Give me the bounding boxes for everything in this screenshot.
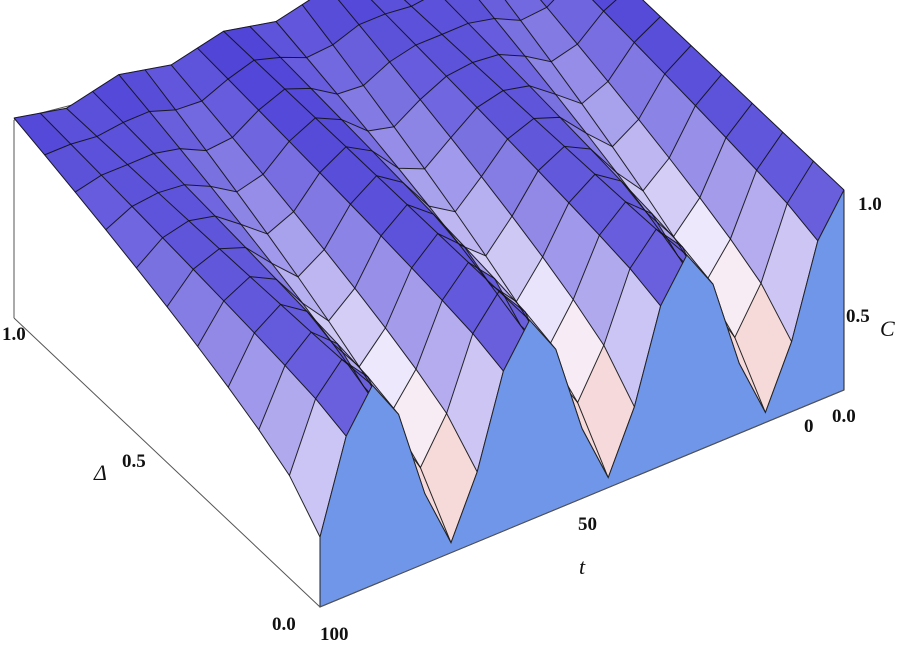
- delta-tick-0: 0.0: [272, 614, 296, 635]
- mesh-line-t: [370, 0, 661, 307]
- delta-axis-ticks: 1.0 0.5 0.0 Δ: [2, 324, 296, 635]
- c-axis-ticks: 1.0 0.5 0.0 C: [832, 194, 895, 427]
- mesh-layer: [13, 0, 845, 608]
- box-edge-front-left: [13, 317, 321, 608]
- mesh-line-t: [403, 0, 688, 256]
- mesh-line-t: [642, 0, 845, 191]
- mesh-line-t: [223, 30, 530, 321]
- mesh-line-t: [197, 47, 504, 372]
- mesh-line-t: [444, 0, 714, 285]
- surface-patch: [540, 0, 555, 8]
- mesh-line-t: [337, 0, 635, 408]
- mesh-line-t: [39, 112, 347, 437]
- mesh-line-t: [170, 64, 478, 473]
- mesh-line-t: [66, 107, 373, 386]
- mesh-line-t: [13, 117, 321, 538]
- t-tick-0: 0: [804, 416, 814, 437]
- t-axis-label: t: [579, 554, 586, 579]
- t-axis-ticks: 0 50 100 t: [320, 416, 814, 645]
- c-tick-1: 1.0: [858, 194, 882, 215]
- c-tick-0: 0.0: [832, 406, 856, 427]
- mesh-line-t: [540, 0, 793, 342]
- delta-axis-label: Δ: [93, 460, 107, 485]
- box-edge-front-bottom: [319, 389, 845, 608]
- mesh-line-t: [92, 91, 399, 415]
- delta-tick-05: 0.5: [122, 451, 146, 472]
- mesh-line-t: [592, 0, 819, 242]
- delta-tick-1: 1.0: [2, 324, 26, 345]
- t-tick-100: 100: [320, 624, 349, 645]
- front-cross-section: [319, 189, 845, 608]
- c-tick-05: 0.5: [846, 306, 870, 327]
- c-axis-label: C: [880, 316, 895, 341]
- t-tick-50: 50: [578, 514, 597, 535]
- bounding-box-front: [13, 317, 845, 608]
- mesh-line-t: [249, 25, 557, 350]
